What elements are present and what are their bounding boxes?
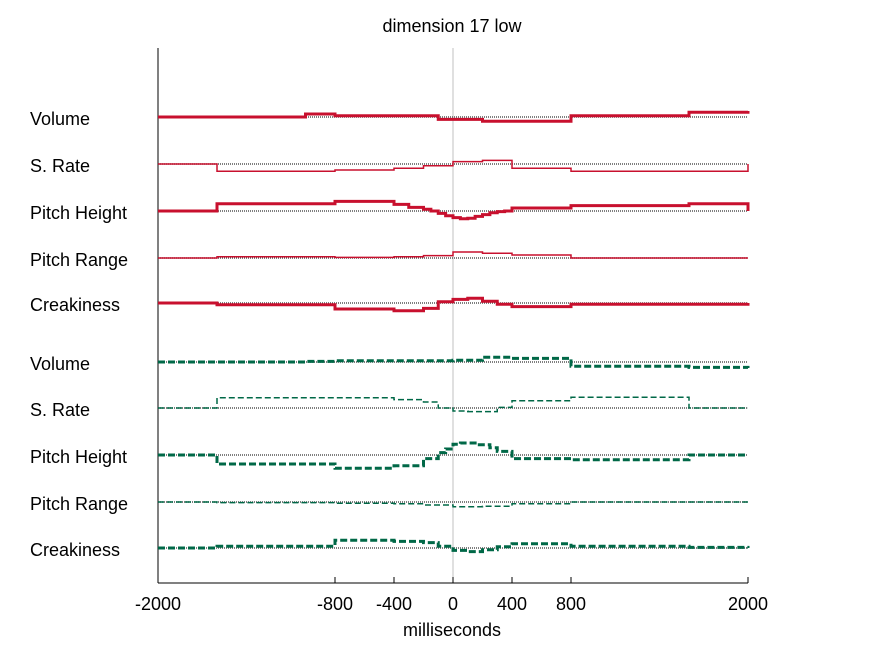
- x-tick-label: 800: [556, 594, 586, 614]
- series-layer: [158, 110, 750, 554]
- row-label: S. Rate: [30, 400, 90, 420]
- row-label: Pitch Range: [30, 250, 128, 270]
- row-label: Creakiness: [30, 540, 120, 560]
- x-tick-label: -800: [317, 594, 353, 614]
- row-label: Creakiness: [30, 295, 120, 315]
- series-line: [158, 159, 749, 172]
- chart-title: dimension 17 low: [382, 16, 522, 36]
- series-line: [158, 355, 750, 369]
- series-line: [158, 501, 748, 508]
- row-label: Pitch Range: [30, 494, 128, 514]
- row-label: Volume: [30, 354, 90, 374]
- x-axis: -2000 -800 -400 0 400 800 2000: [135, 577, 768, 614]
- x-tick-label: 0: [448, 594, 458, 614]
- series-line: [158, 251, 748, 259]
- series-line: [158, 110, 750, 123]
- x-tick-label: 2000: [728, 594, 768, 614]
- series-line: [158, 441, 748, 470]
- x-tick-label: -2000: [135, 594, 181, 614]
- row-label: Pitch Height: [30, 203, 127, 223]
- x-axis-label: milliseconds: [403, 620, 501, 640]
- series-line: [158, 199, 750, 221]
- series-line: [158, 396, 748, 413]
- row-labels: Volume S. Rate Pitch Height Pitch Range Crea…: [30, 109, 128, 560]
- x-tick-label: -400: [376, 594, 412, 614]
- series-line: [158, 296, 750, 313]
- row-label: S. Rate: [30, 156, 90, 176]
- row-label: Volume: [30, 109, 90, 129]
- x-tick-label: 400: [497, 594, 527, 614]
- row-label: Pitch Height: [30, 447, 127, 467]
- series-line: [158, 538, 750, 554]
